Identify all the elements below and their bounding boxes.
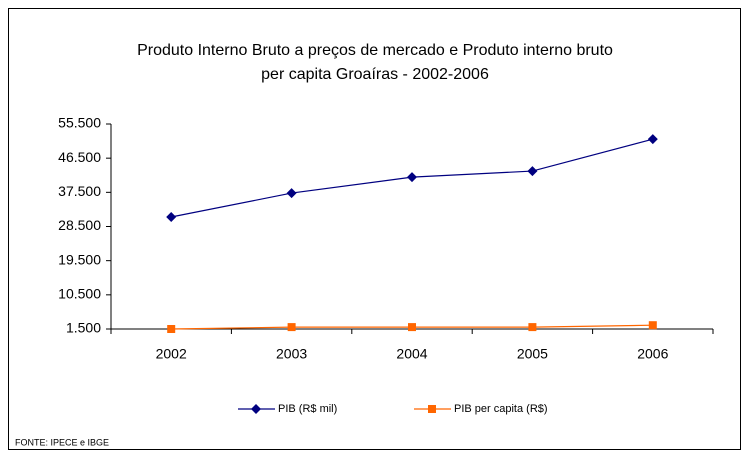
legend-label: PIB (R$ mil) xyxy=(278,403,337,415)
marker xyxy=(428,405,436,413)
y-tick-label: 1.500 xyxy=(66,320,101,336)
marker xyxy=(528,323,537,332)
y-tick-label: 10.500 xyxy=(58,286,101,302)
y-tick-label: 37.500 xyxy=(58,183,101,199)
legend-label: PIB per capita (R$) xyxy=(454,403,548,415)
x-tick-label: 2002 xyxy=(156,346,187,362)
x-tick-label: 2003 xyxy=(276,346,307,362)
chart-border xyxy=(8,8,741,450)
marker xyxy=(408,323,416,332)
x-tick-label: 2004 xyxy=(396,346,427,362)
y-tick-label: 28.500 xyxy=(58,217,101,233)
marker xyxy=(287,323,296,332)
y-tick-label: 46.500 xyxy=(58,149,101,165)
marker xyxy=(647,134,658,145)
x-tick-label: 2006 xyxy=(637,346,668,362)
chart-title: per capita Groaíras - 2002-2006 xyxy=(261,66,489,83)
marker xyxy=(167,325,176,333)
source-note: FONTE: IPECE e IBGE xyxy=(15,437,109,447)
marker xyxy=(527,166,538,177)
y-tick-label: 55.500 xyxy=(58,115,101,131)
marker xyxy=(648,321,657,330)
marker xyxy=(251,404,261,414)
x-tick-label: 2005 xyxy=(517,346,548,362)
marker xyxy=(407,172,417,183)
marker xyxy=(286,188,297,199)
marker xyxy=(166,212,177,223)
chart-title: Produto Interno Bruto a preços de mercad… xyxy=(137,42,613,59)
y-tick-label: 19.500 xyxy=(58,251,101,267)
